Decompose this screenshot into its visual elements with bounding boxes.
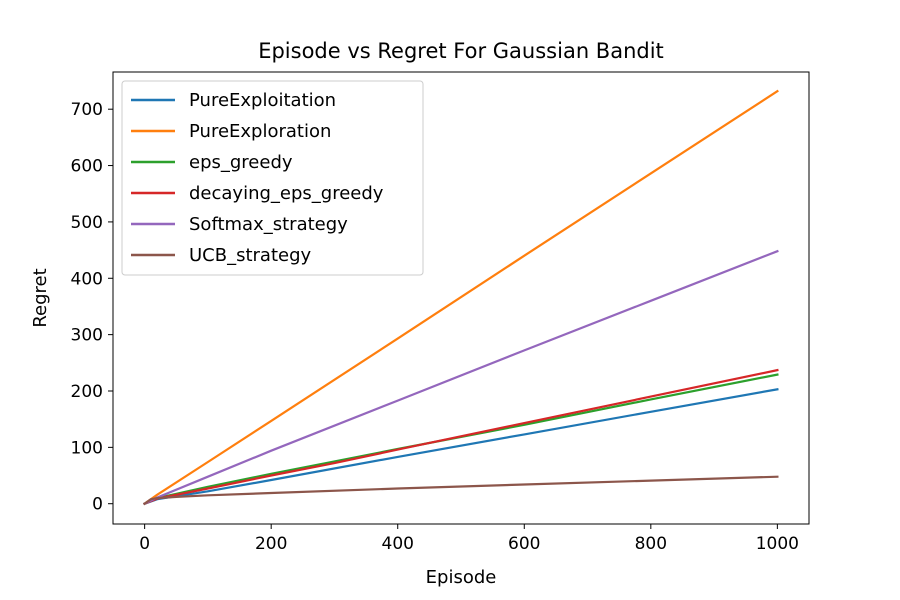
chart-title: Episode vs Regret For Gaussian Bandit xyxy=(258,39,664,63)
legend-label-PureExploration: PureExploration xyxy=(189,121,331,142)
axis-ticks: 0 200 400 600 800 1000 0 100 200 300 400 500 600 700 xyxy=(71,100,799,554)
x-tick-label: 200 xyxy=(255,534,287,554)
series-line-decaying_eps_greedy xyxy=(143,368,779,506)
legend-label-Softmax_strategy: Softmax_strategy xyxy=(189,214,348,235)
legend-box xyxy=(121,80,424,276)
y-tick-label: 200 xyxy=(71,382,103,402)
y-tick-label: 500 xyxy=(71,213,103,233)
x-axis-label: Episode xyxy=(426,567,497,588)
x-tick-label: 0 xyxy=(139,534,150,554)
x-tick-label: 400 xyxy=(382,534,414,554)
x-tick-label: 600 xyxy=(508,534,540,554)
x-tick-label: 1000 xyxy=(756,534,799,554)
legend-label-decaying_eps_greedy: decaying_eps_greedy xyxy=(189,183,384,204)
legend-label-UCB_strategy: UCB_strategy xyxy=(189,245,312,266)
series-line-UCB_strategy xyxy=(143,475,779,506)
series-line-Softmax_strategy xyxy=(143,249,779,506)
legend-label-PureExploitation: PureExploitation xyxy=(189,90,336,111)
series-line-PureExploration xyxy=(143,89,779,506)
legend-label-eps_greedy: eps_greedy xyxy=(189,152,293,173)
y-tick-label: 0 xyxy=(92,495,103,515)
y-tick-label: 300 xyxy=(71,326,103,346)
y-tick-label: 700 xyxy=(71,100,103,120)
y-axis-label: Regret xyxy=(30,268,51,327)
y-tick-label: 400 xyxy=(71,269,103,289)
plot-frame xyxy=(112,71,810,525)
y-tick-label: 600 xyxy=(71,157,103,177)
plot-area xyxy=(143,89,779,506)
legend: PureExploitation PureExploration eps_greed… xyxy=(121,80,424,276)
x-tick-label: 800 xyxy=(635,534,667,554)
y-tick-label: 100 xyxy=(71,438,103,458)
